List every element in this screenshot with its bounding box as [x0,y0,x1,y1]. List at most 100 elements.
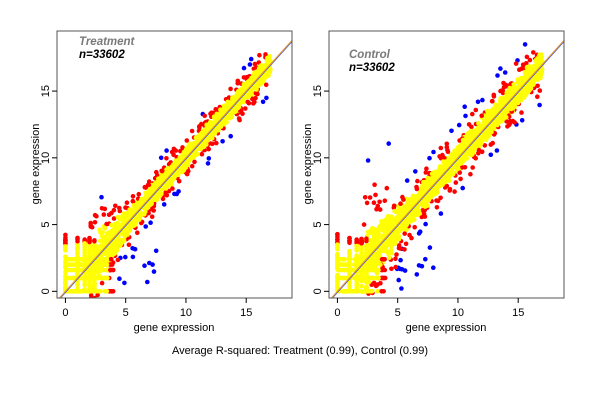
data-point [102,206,108,212]
data-point [398,257,403,263]
data-point [476,147,482,153]
data-point [111,216,117,221]
data-point [206,146,211,152]
data-point [339,275,345,281]
data-point [136,191,142,197]
data-point [143,224,148,229]
data-point [519,110,524,115]
data-point [427,245,433,250]
data-point [470,165,476,170]
data-point [147,260,152,266]
data-point [387,255,392,260]
data-point [161,202,167,207]
data-point [249,96,255,102]
data-point [459,165,465,170]
data-point [78,267,83,273]
data-point [457,170,463,175]
data-point [340,289,346,294]
data-point [362,195,368,200]
data-point [421,211,427,217]
data-point [117,205,122,211]
data-point [407,232,412,238]
data-point [482,143,488,148]
data-point [94,262,100,268]
data-point [375,289,381,294]
data-point [498,66,503,71]
data-point [92,267,97,273]
data-point [364,200,370,206]
data-point [124,200,130,205]
data-point [423,256,428,262]
data-point [434,205,440,210]
data-point [75,246,80,252]
data-point [468,171,473,177]
data-point [402,247,407,252]
data-point [63,284,68,290]
data-point [335,279,340,285]
data-point [420,208,426,213]
data-point [241,65,247,71]
data-point [63,280,68,286]
data-point [130,246,135,251]
x-tick-label: 5 [123,307,129,319]
data-point [102,226,107,231]
data-point [413,169,418,174]
data-point [253,90,259,96]
data-point [480,97,485,103]
data-point [359,238,364,244]
data-point [82,241,87,246]
data-point [393,264,399,270]
data-point [206,156,212,161]
data-point [357,257,362,262]
data-point [214,140,219,146]
data-point [424,166,429,171]
data-point [507,118,513,124]
data-point [63,235,68,240]
data-point [96,267,102,273]
control-x-axis: 0 5 10 15 [334,298,524,319]
data-point [104,289,110,294]
data-point [417,229,423,234]
data-point [371,267,376,273]
data-point [354,243,360,249]
data-point [75,238,80,244]
data-point [513,61,519,66]
data-point [361,222,367,227]
data-point [423,221,428,227]
x-tick-label: 10 [180,307,192,319]
data-point [68,262,73,267]
data-point [130,254,136,260]
x-tick-label: 15 [240,307,252,319]
data-point [376,275,381,281]
data-point [457,143,463,149]
data-point [488,142,494,147]
data-point [389,266,394,272]
data-point [64,275,69,281]
data-point [359,253,364,258]
data-point [130,194,136,199]
data-point [379,224,385,229]
data-point [70,267,76,273]
data-point [379,289,385,294]
data-point [380,257,386,262]
control-plot-frame [328,30,565,299]
data-point [82,282,87,288]
data-point [379,227,385,233]
data-point [370,275,375,281]
data-point [344,267,349,273]
data-point [146,182,152,188]
data-point [145,279,150,285]
data-point [126,242,132,248]
data-point [67,257,73,262]
data-point [87,249,92,255]
data-point [108,257,114,262]
data-point [87,271,92,276]
data-point [398,201,403,206]
data-point [99,275,104,281]
data-point [335,275,340,281]
data-point [99,194,104,200]
data-point [444,141,450,147]
